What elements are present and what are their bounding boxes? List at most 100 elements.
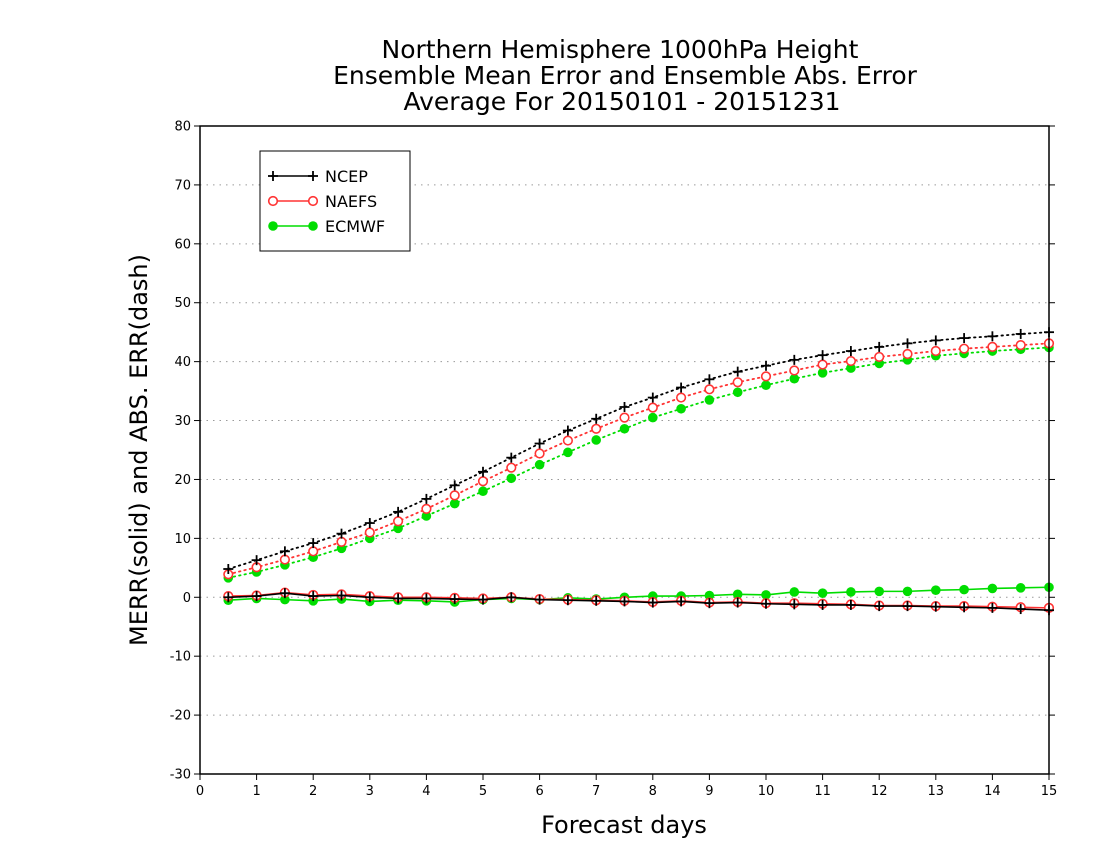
series-ncep <box>223 327 1054 616</box>
abs-err-point <box>959 333 970 344</box>
abs-err-point <box>817 368 828 378</box>
x-tick-label: 4 <box>422 784 430 799</box>
legend-marker <box>308 221 318 231</box>
abs-err-point <box>449 498 460 509</box>
abs-err-point <box>364 527 375 538</box>
abs-err-point <box>845 346 856 357</box>
y-tick-label: 50 <box>174 296 191 311</box>
mean-err-point <box>336 590 347 601</box>
abs-err-point <box>591 435 601 445</box>
mean-err-point <box>931 585 941 596</box>
mean-err-point <box>732 589 743 600</box>
abs-err-point <box>760 371 772 382</box>
abs-err-point <box>251 555 262 566</box>
mean-err-point <box>761 590 771 600</box>
legend-marker <box>268 171 278 181</box>
y-tick-label: 20 <box>174 473 191 488</box>
mean-err-point <box>902 586 913 597</box>
abs-err-point <box>732 366 743 377</box>
abs-err-point <box>676 382 687 393</box>
series-ecmwf <box>223 342 1054 607</box>
y-tick-label: 30 <box>174 414 191 429</box>
title-line-1: Northern Hemisphere 1000hPa Height <box>382 35 859 64</box>
x-tick-label: 9 <box>705 784 713 799</box>
abs-err-point <box>279 546 290 557</box>
mean-err-point <box>647 597 658 608</box>
x-tick-label: 13 <box>928 784 945 799</box>
mean-err-line-ncep <box>228 592 1050 612</box>
legend-label: ECMWF <box>325 217 385 236</box>
abs-err-point <box>676 403 686 414</box>
abs-err-point <box>308 546 319 557</box>
abs-err-point <box>732 387 743 398</box>
abs-err-point <box>789 354 800 365</box>
mean-err-point <box>987 583 998 594</box>
mean-err-point <box>761 598 771 609</box>
chart-title: Northern Hemisphere 1000hPa Height Ensem… <box>333 35 918 116</box>
mean-err-point <box>987 602 998 613</box>
y-axis-label: MERR(solid) and ABS. ERR(dash) <box>125 254 153 646</box>
abs-err-point <box>817 350 828 361</box>
abs-err-point <box>619 401 630 412</box>
abs-err-point <box>648 412 658 423</box>
x-tick-label: 0 <box>196 784 204 799</box>
y-axis-ticks: -30 -20 -10 0 10 20 30 40 50 60 70 80 <box>170 120 1055 783</box>
abs-err-point <box>1015 328 1026 339</box>
mean-err-point <box>364 592 375 603</box>
legend-marker <box>308 171 318 181</box>
legend-label: NCEP <box>325 167 368 186</box>
mean-err-point <box>704 590 715 601</box>
abs-err-point <box>675 392 687 403</box>
abs-err-point <box>902 348 913 360</box>
legend-marker <box>267 195 279 207</box>
abs-err-point <box>761 380 771 391</box>
legend-item-ecmwf: ECMWF <box>268 217 385 236</box>
legend-item-naefs: NAEFS <box>267 192 377 211</box>
abs-err-point <box>534 459 545 470</box>
abs-err-point <box>732 377 743 388</box>
abs-err-point <box>478 466 488 477</box>
mean-err-point <box>534 594 545 605</box>
abs-err-point <box>393 506 404 517</box>
legend-marker <box>307 195 319 207</box>
mean-err-point <box>902 601 913 612</box>
x-tick-label: 7 <box>592 784 600 799</box>
abs-err-point <box>223 563 234 574</box>
title-line-3: Average For 20150101 - 20151231 <box>403 87 840 116</box>
mean-err-point <box>789 599 800 610</box>
abs-err-point <box>336 536 347 547</box>
abs-err-point <box>846 363 856 373</box>
mean-err-point <box>308 591 319 602</box>
y-tick-label: -30 <box>170 768 191 783</box>
mean-err-point <box>562 595 573 606</box>
mean-err-point <box>421 593 432 604</box>
x-tick-label: 8 <box>649 784 657 799</box>
mean-err-point <box>280 594 290 605</box>
mean-err-point <box>704 598 715 609</box>
x-tick-label: 6 <box>535 784 543 799</box>
x-tick-label: 2 <box>309 784 317 799</box>
mean-err-point <box>1015 604 1026 615</box>
mean-err-point <box>846 587 856 597</box>
mean-err-point <box>478 594 488 605</box>
y-tick-label: 0 <box>183 591 191 606</box>
abs-err-point <box>449 490 460 501</box>
mean-err-point <box>1015 583 1026 593</box>
y-tick-label: -20 <box>170 709 191 724</box>
legend-label: NAEFS <box>325 192 377 211</box>
abs-err-point <box>987 341 998 353</box>
abs-err-point <box>562 435 574 446</box>
mean-err-point <box>676 596 687 607</box>
mean-err-point <box>874 586 884 597</box>
gridlines <box>200 184 1049 716</box>
abs-err-line-naefs <box>227 342 1050 576</box>
abs-err-line-ncep <box>227 331 1050 570</box>
abs-err-point <box>364 518 375 529</box>
x-tick-label: 10 <box>758 784 775 799</box>
mean-err-point <box>959 584 969 595</box>
abs-err-point <box>845 355 857 367</box>
y-tick-label: 80 <box>174 120 191 135</box>
abs-err-point <box>874 341 885 352</box>
abs-err-point <box>619 423 630 434</box>
abs-err-point <box>591 413 602 424</box>
